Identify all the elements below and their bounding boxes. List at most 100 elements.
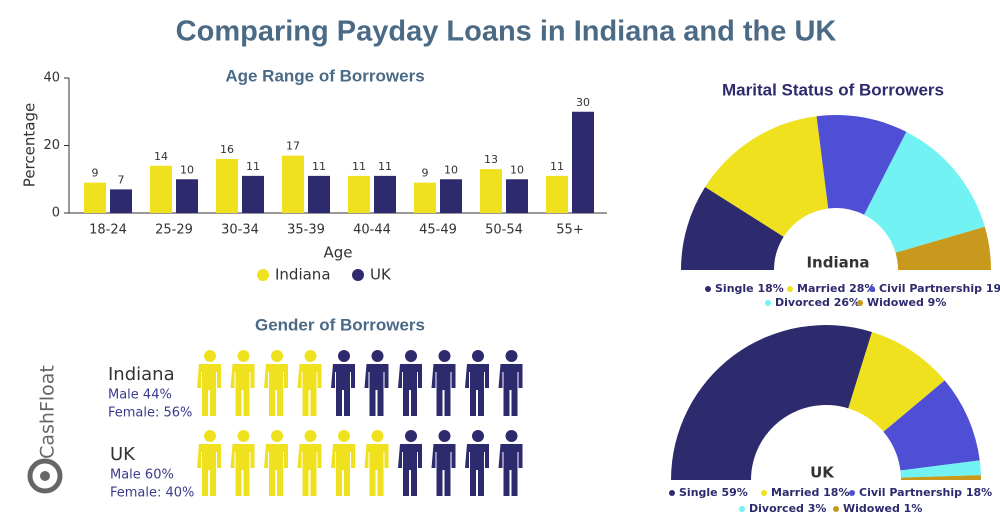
- person-icon: [264, 350, 288, 416]
- bar: [572, 111, 594, 213]
- person-icon: [264, 430, 288, 496]
- x-tick-label: 50-54: [485, 223, 523, 238]
- legend-label: Civil Partnership 18%: [859, 486, 992, 499]
- donut-segment: [671, 325, 873, 480]
- value-label: 9: [422, 167, 429, 180]
- bar: [414, 182, 436, 213]
- value-label: 17: [286, 140, 300, 153]
- value-label: 11: [352, 160, 366, 173]
- group-label: Indiana: [108, 364, 175, 385]
- y-axis-title: Percentage: [21, 103, 39, 187]
- person-icon: [465, 430, 489, 496]
- bar: [546, 175, 568, 213]
- gender-label: Male 44%: [108, 388, 172, 403]
- donut-segment: [681, 186, 784, 270]
- value-label: 10: [444, 163, 458, 176]
- legend-marker: [352, 269, 364, 281]
- legend-marker: [869, 286, 875, 292]
- legend-label: Divorced 3%: [749, 502, 826, 515]
- legend-marker: [787, 286, 793, 292]
- donut-segment: [848, 331, 945, 432]
- legend-label: Single 59%: [679, 486, 748, 499]
- legend-label: Widowed 9%: [867, 296, 946, 309]
- legend-marker: [849, 490, 855, 496]
- value-label: 11: [550, 160, 564, 173]
- donut-segment: [705, 116, 829, 237]
- x-tick-label: 35-39: [287, 223, 325, 238]
- value-label: 11: [312, 160, 326, 173]
- person-icon: [197, 350, 221, 416]
- donut-label: UK: [810, 464, 835, 482]
- x-tick-label: 18-24: [89, 223, 127, 238]
- bar: [176, 179, 198, 213]
- value-label: 11: [246, 160, 260, 173]
- legend-marker: [257, 269, 269, 281]
- bar: [216, 159, 238, 213]
- value-label: 14: [154, 150, 168, 163]
- chart-title: Gender of Borrowers: [255, 315, 425, 334]
- legend-label: Single 18%: [715, 282, 784, 295]
- legend-marker: [765, 300, 771, 306]
- person-icon: [498, 350, 523, 416]
- legend-label: Divorced 26%: [775, 296, 860, 309]
- group-label: UK: [110, 444, 136, 465]
- brand: CashFloat: [37, 365, 59, 459]
- bar: [308, 175, 330, 213]
- value-label: 11: [378, 160, 392, 173]
- x-tick-label: 30-34: [221, 223, 259, 238]
- person-icon: [331, 350, 355, 416]
- donut-segment: [864, 131, 985, 253]
- legend-marker: [833, 506, 839, 512]
- value-label: 10: [510, 163, 524, 176]
- chart-title: Marital Status of Borrowers: [722, 80, 944, 99]
- value-label: 9: [92, 167, 99, 180]
- legend-label: Married 18%: [771, 486, 849, 499]
- person-icon: [498, 430, 523, 496]
- page-title: Comparing Payday Loans in Indiana and th…: [176, 16, 837, 48]
- person-icon: [364, 430, 389, 496]
- legend-label: Indiana: [275, 266, 331, 284]
- logo: CashFloat: [27, 365, 63, 494]
- donut-segment: [900, 475, 981, 480]
- person-icon: [297, 350, 322, 416]
- x-tick-label: 40-44: [353, 223, 391, 238]
- x-tick-label: 25-29: [155, 223, 193, 238]
- person-icon: [398, 430, 422, 496]
- gender-label: Female: 40%: [110, 486, 194, 501]
- donut-label: Indiana: [806, 254, 869, 272]
- person-icon: [331, 430, 355, 496]
- bar: [348, 175, 370, 213]
- value-label: 10: [180, 163, 194, 176]
- bar: [506, 179, 528, 213]
- value-label: 30: [576, 96, 590, 109]
- donut-segment: [883, 380, 980, 471]
- person-icon: [364, 350, 389, 416]
- bar: [150, 165, 172, 213]
- bar: [282, 155, 304, 213]
- y-tick-label: 20: [43, 138, 60, 153]
- person-icon: [197, 430, 221, 496]
- donut-segment: [895, 226, 991, 270]
- person-icon: [230, 350, 255, 416]
- bar: [374, 175, 396, 213]
- bar: [480, 169, 502, 213]
- person-icon: [465, 350, 489, 416]
- person-icon: [297, 430, 322, 496]
- legend-label: Married 28%: [797, 282, 875, 295]
- legend-label: Widowed 1%: [843, 502, 922, 515]
- x-tick-label: 55+: [556, 223, 583, 238]
- legend-marker: [739, 506, 745, 512]
- bar: [242, 175, 264, 213]
- legend-marker: [857, 300, 863, 306]
- gender-label: Male 60%: [110, 468, 174, 483]
- person-icon: [431, 430, 456, 496]
- person-icon: [230, 430, 255, 496]
- bar: [110, 189, 132, 213]
- person-icon: [398, 350, 422, 416]
- logo-icon: [27, 458, 63, 494]
- value-label: 7: [118, 173, 125, 186]
- gender-label: Female: 56%: [108, 406, 192, 421]
- donut-segment: [816, 114, 907, 215]
- y-tick-label: 40: [43, 71, 60, 86]
